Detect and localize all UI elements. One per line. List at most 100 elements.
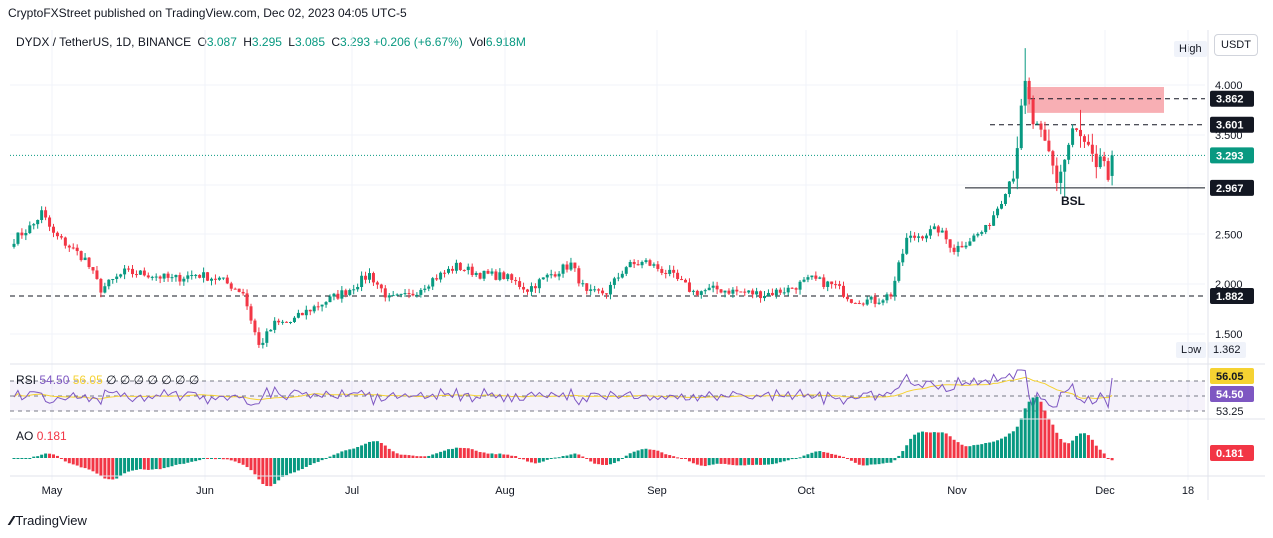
ao-bar: [1019, 418, 1023, 458]
ao-bar: [936, 432, 940, 458]
ao-bar: [810, 452, 814, 458]
symbol-label[interactable]: DYDX / TetherUS, 1D, BINANCE: [16, 35, 192, 49]
candle-body: [735, 289, 739, 292]
candle-body: [743, 291, 747, 293]
candle-body: [364, 275, 368, 280]
ao-bar: [644, 448, 648, 458]
ao-bar: [901, 451, 905, 458]
candle-body: [1023, 80, 1027, 106]
ao-bar: [766, 458, 770, 465]
ao-bar: [59, 458, 63, 459]
candle-body: [368, 273, 371, 280]
candle-body: [439, 272, 443, 280]
price-badge-label: 3.862: [1216, 94, 1244, 106]
ao-bar: [664, 454, 668, 458]
rsi-badge-label: 53.25: [1216, 406, 1244, 418]
ao-bar: [79, 458, 83, 468]
x-tick-label: Dec: [1095, 485, 1115, 497]
candle-body: [1059, 171, 1063, 183]
ao-bar: [431, 454, 435, 458]
ao-bar: [131, 458, 134, 471]
ao-bar: [225, 458, 229, 460]
candle-body: [739, 291, 743, 293]
ao-bar: [620, 458, 624, 459]
ao-bar: [976, 444, 980, 458]
ao-bar: [391, 451, 395, 458]
ao-bar: [668, 455, 672, 458]
candle-body: [660, 268, 664, 273]
candle-body: [304, 309, 308, 316]
candle-body: [431, 278, 435, 287]
ao-bar: [893, 458, 897, 461]
high-label: H: [243, 35, 252, 49]
currency-button[interactable]: USDT: [1214, 34, 1258, 56]
ao-bar: [569, 454, 573, 458]
ao-bar: [593, 458, 597, 464]
ao-bar: [213, 458, 217, 460]
candle-body: [948, 239, 952, 248]
candle-body: [158, 276, 162, 279]
price-badge-label: 2.967: [1216, 183, 1244, 195]
ao-bar: [660, 452, 664, 458]
candle-body: [391, 295, 395, 297]
candle-body: [356, 286, 360, 290]
ao-bar: [861, 458, 865, 466]
candle-body: [170, 277, 174, 279]
ao-bar: [277, 458, 281, 481]
candle-body: [182, 278, 186, 282]
candle-body: [474, 273, 478, 276]
candle-body: [32, 224, 36, 226]
ao-bar: [300, 458, 304, 470]
candle-body: [1090, 144, 1094, 154]
candle-body: [976, 233, 980, 236]
ao-bar: [739, 458, 743, 466]
ao-bar: [229, 458, 233, 461]
ao-bar: [419, 456, 423, 458]
candle-body: [486, 270, 490, 274]
candle-body: [565, 264, 569, 270]
candle-body: [652, 264, 656, 266]
ao-bar: [1003, 436, 1007, 458]
candle-body: [834, 284, 838, 286]
candle-body: [320, 304, 324, 307]
close-label: C: [331, 35, 341, 49]
ao-bar: [695, 458, 699, 465]
ao-bar: [537, 458, 541, 463]
ao-bar: [826, 452, 830, 458]
ao-bar: [656, 450, 660, 458]
candle-body: [146, 275, 150, 278]
candle-body: [672, 269, 676, 273]
candle-body: [901, 253, 905, 263]
candle-body: [277, 320, 281, 323]
candle-body: [628, 262, 632, 268]
candle-body: [687, 282, 691, 292]
x-tick-label: Oct: [797, 485, 814, 497]
candle-body: [597, 289, 601, 291]
ao-bar: [142, 458, 146, 470]
ao-bar: [415, 456, 419, 458]
footer-brand[interactable]: ⁄⁄ TradingView: [10, 513, 87, 528]
candle-body: [770, 292, 774, 296]
ao-bar: [1110, 458, 1114, 461]
candle-body: [790, 287, 794, 289]
ao-bar: [67, 458, 71, 464]
ao-bar: [123, 458, 127, 474]
candle-body: [142, 270, 146, 276]
candle-body: [1055, 165, 1059, 183]
ao-badge: [1210, 445, 1254, 461]
ao-bar: [1031, 397, 1035, 458]
candle-body: [1039, 123, 1043, 130]
candle-body: [107, 279, 111, 287]
candle-body: [723, 290, 727, 293]
ao-bar: [368, 441, 371, 458]
candle-body: [529, 286, 533, 292]
candle-body: [893, 280, 897, 297]
candle-body: [466, 266, 470, 271]
ao-bar: [597, 458, 601, 465]
ao-bar: [628, 453, 632, 458]
candle-body: [731, 289, 735, 294]
candle-body: [561, 264, 565, 274]
candle-body: [605, 293, 608, 295]
ao-bar: [956, 442, 960, 458]
